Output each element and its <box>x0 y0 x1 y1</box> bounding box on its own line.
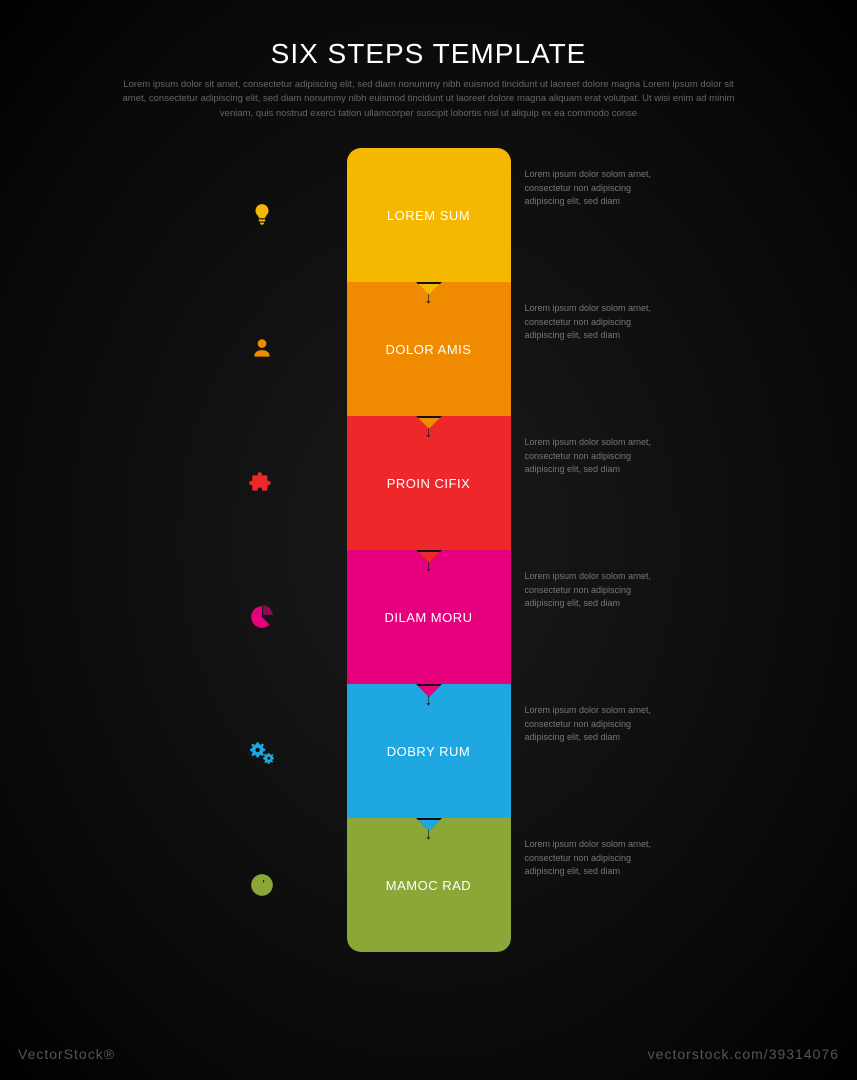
step-label: MAMOC RAD <box>386 878 471 893</box>
watermark-right: vectorstock.com/39314076 <box>648 1046 839 1062</box>
gears-icon <box>247 736 277 766</box>
step-label: DOLOR AMIS <box>386 342 472 357</box>
step-description: Lorem ipsum dolor solom arnet, consectet… <box>525 168 665 209</box>
step-description: Lorem ipsum dolor solom arnet, consectet… <box>525 838 665 879</box>
page-title: SIX STEPS TEMPLATE <box>79 38 779 70</box>
header: SIX STEPS TEMPLATE Lorem ipsum dolor sit… <box>79 0 779 121</box>
down-arrow-icon: ↓ <box>425 827 433 843</box>
step-description: Lorem ipsum dolor solom arnet, consectet… <box>525 436 665 477</box>
step-label: LOREM SUM <box>387 208 470 223</box>
globe-icon <box>247 870 277 900</box>
step-3: ↓PROIN CIFIXLorem ipsum dolor solom arne… <box>347 416 511 550</box>
step-description: Lorem ipsum dolor solom arnet, consectet… <box>525 570 665 611</box>
person-icon <box>247 334 277 364</box>
step-4: ↓DILAM MORULorem ipsum dolor solom arnet… <box>347 550 511 684</box>
down-arrow-icon: ↓ <box>425 425 433 441</box>
watermark-left: VectorStock® <box>18 1046 115 1062</box>
step-label: DILAM MORU <box>384 610 472 625</box>
steps-column: LOREM SUMLorem ipsum dolor solom arnet, … <box>347 148 511 952</box>
down-arrow-icon: ↓ <box>425 291 433 307</box>
step-2: ↓DOLOR AMISLorem ipsum dolor solom arnet… <box>347 282 511 416</box>
puzzle-icon <box>247 468 277 498</box>
lightbulb-icon <box>247 200 277 230</box>
step-5: ↓DOBRY RUMLorem ipsum dolor solom arnet,… <box>347 684 511 818</box>
step-label: PROIN CIFIX <box>387 476 471 491</box>
step-6: ↓MAMOC RADLorem ipsum dolor solom arnet,… <box>347 818 511 952</box>
pie-chart-icon <box>247 602 277 632</box>
down-arrow-icon: ↓ <box>425 693 433 709</box>
step-description: Lorem ipsum dolor solom arnet, consectet… <box>525 302 665 343</box>
page-subtitle: Lorem ipsum dolor sit amet, consectetur … <box>79 78 779 121</box>
step-1: LOREM SUMLorem ipsum dolor solom arnet, … <box>347 148 511 282</box>
down-arrow-icon: ↓ <box>425 559 433 575</box>
step-label: DOBRY RUM <box>387 744 470 759</box>
step-description: Lorem ipsum dolor solom arnet, consectet… <box>525 704 665 745</box>
